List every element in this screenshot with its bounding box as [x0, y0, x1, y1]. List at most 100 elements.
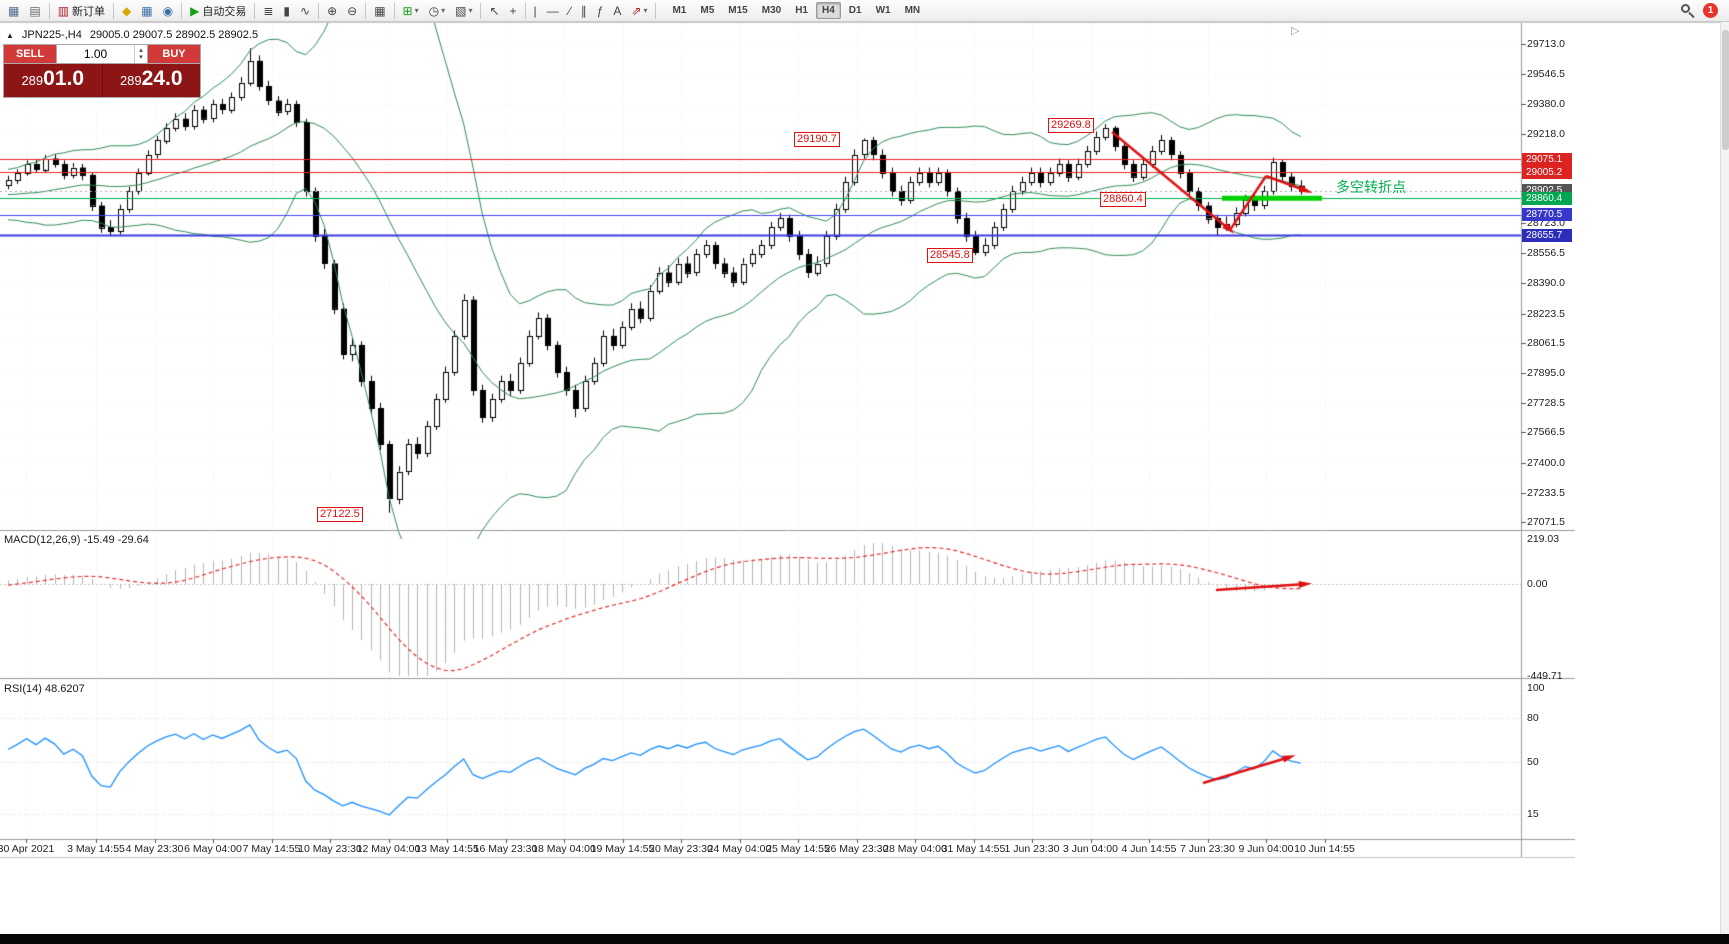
rsi-title: RSI(14) 48.6207	[4, 683, 85, 695]
toolbar-separator	[113, 2, 115, 19]
market-watch-icon-glyph: ▦	[141, 3, 153, 18]
horizontal-line-icon[interactable]: —	[543, 2, 563, 20]
navigator-icon[interactable]: ◉	[159, 2, 177, 20]
sell-button[interactable]: SELL	[4, 45, 56, 63]
timeframe-mn[interactable]: MN	[904, 5, 921, 16]
trendline-icon[interactable]: ∕	[565, 2, 575, 20]
rsi-label: RSI(14)	[4, 683, 42, 695]
channel-icon[interactable]: ∥	[577, 2, 591, 20]
market-watch-icon[interactable]: ▦	[137, 2, 156, 20]
candlestick-chart-icon[interactable]: ▮	[279, 2, 294, 20]
line-chart-icon[interactable]: ∿	[296, 2, 314, 20]
timeframe-m15[interactable]: M15	[728, 5, 748, 16]
volume-down-icon[interactable]: ▾	[139, 54, 143, 61]
indicators-icon[interactable]: ⊞ ▾	[399, 2, 423, 20]
oneclick-collapse-icon[interactable]: ▲	[6, 30, 14, 40]
new-order-button[interactable]: ▥ 新订单	[54, 2, 109, 20]
toolbar-separator	[393, 2, 395, 19]
sell-price[interactable]: 289 01.0	[4, 64, 102, 97]
price-annotation-label[interactable]: 27122.5	[317, 507, 363, 522]
buy-button[interactable]: BUY	[148, 45, 200, 63]
time-axis-label: 20 May 23:30	[649, 843, 713, 855]
time-axis-label: 10 Jun 14:55	[1294, 843, 1355, 855]
scroll-to-end-icon[interactable]: ▷	[1291, 25, 1300, 37]
arrows-icon[interactable]: ⇗ ▾	[627, 2, 651, 20]
buy-price[interactable]: 289 24.0	[101, 64, 201, 97]
price-axis-badge: 28655.7	[1522, 228, 1572, 242]
timeframe-m30[interactable]: M30	[761, 5, 782, 16]
toolbar-separator	[524, 2, 526, 19]
price-axis-label: 27895.0	[1527, 366, 1565, 379]
vertical-line-icon[interactable]: |	[530, 2, 541, 20]
toolbar-separator	[655, 2, 657, 19]
toolbar: ▦ ▤ ▥ 新订单 ◆ ▦ ◉ ▶ 自动交易 ≣ ▮ ∿ ⊕ ⊖ ▦ ⊞ ▾ ◷ ▾ ▧ ▾ ↖ + | — ∕ ∥ ƒ A ⇗ ▾ M1 M…	[0, 0, 1729, 22]
periods-icon[interactable]: ◷ ▾	[425, 2, 450, 20]
time-axis-label: 25 May 14:55	[766, 843, 830, 855]
dropdown-caret-icon[interactable]: ▾	[643, 6, 648, 15]
dropdown-caret-icon[interactable]: ▾	[441, 6, 446, 15]
fibonacci-icon[interactable]: ƒ	[593, 2, 608, 20]
time-axis-label: 4 May 23:30	[125, 843, 184, 855]
price-annotation-label[interactable]: 29269.8	[1048, 118, 1094, 133]
notification-badge[interactable]: 1	[1703, 3, 1718, 18]
price-annotation-label[interactable]: 28545.8	[927, 248, 973, 263]
time-axis-label: 7 Jun 23:30	[1180, 843, 1235, 855]
time-axis-label: 26 May 23:30	[824, 843, 889, 855]
rsi-axis-label: 80	[1527, 711, 1539, 724]
time-axis-label: 30 Apr 2021	[0, 843, 55, 855]
timeframe-m5[interactable]: M5	[700, 5, 715, 16]
timeframe-w1[interactable]: W1	[875, 5, 891, 16]
macd-axis-label: 219.03	[1527, 533, 1560, 546]
macd-axis-label: 0.00	[1527, 578, 1548, 590]
autotrading-button[interactable]: ▶ 自动交易	[186, 2, 250, 20]
zoom-in-icon[interactable]: ⊕	[323, 2, 341, 20]
new-chart-icon[interactable]: ▦	[4, 2, 23, 20]
time-axis-label: 1 Jun 23:30	[1004, 843, 1060, 855]
time-axis-label: 31 May 14:55	[941, 843, 1006, 855]
price-annotation-label[interactable]: 28860.4	[1100, 192, 1146, 207]
price-annotation-label[interactable]: 29190.7	[794, 132, 840, 147]
vertical-scrollbar[interactable]	[1720, 22, 1729, 934]
rsi-value: 48.6207	[44, 683, 85, 695]
scrollbar-thumb[interactable]	[1722, 30, 1729, 150]
dropdown-caret-icon[interactable]: ▾	[414, 6, 419, 15]
timeframe-h1[interactable]: H1	[795, 5, 808, 16]
zoom-out-icon[interactable]: ⊖	[343, 2, 361, 20]
cursor-icon[interactable]: ↖	[485, 2, 503, 20]
text-icon[interactable]: A	[609, 2, 625, 20]
timeframe-m1[interactable]: M1	[672, 5, 687, 16]
price-axis-badge: 28770.5	[1522, 208, 1572, 222]
macd-title: MACD(12,26,9) -15.49 -29.64	[4, 534, 149, 546]
volume-field: ▴ ▾	[56, 45, 148, 63]
macd-values: -15.49 -29.64	[83, 534, 149, 546]
timeframe-h4[interactable]: H4	[815, 2, 841, 19]
vertical-line-icon-glyph: |	[533, 3, 537, 18]
time-axis-label: 9 Jun 04:00	[1238, 843, 1294, 855]
price-axis-badge: 29005.2	[1522, 165, 1572, 179]
arrows-icon-glyph: ⇗	[631, 3, 642, 18]
profiles-icon-glyph: ▤	[29, 3, 41, 18]
buy-price-digits: 24.0	[141, 67, 183, 90]
search-icon[interactable]	[1680, 3, 1696, 19]
metaeditor-icon[interactable]: ◆	[118, 2, 135, 20]
zoom-out-icon-glyph: ⊖	[347, 3, 358, 18]
new-order-button-glyph: ▥	[57, 3, 70, 18]
volume-up-icon[interactable]: ▴	[139, 47, 143, 54]
bar-chart-icon[interactable]: ≣	[259, 2, 277, 20]
turning-point-label[interactable]: 多空转折点	[1336, 179, 1406, 195]
tile-windows-icon[interactable]: ▦	[370, 2, 389, 20]
toolbar-separator	[480, 2, 482, 19]
volume-input[interactable]	[57, 45, 134, 63]
price-axis-label: 28223.5	[1527, 307, 1565, 320]
trade-prices-row: 289 01.0 289 24.0	[4, 64, 200, 97]
timeframe-d1[interactable]: D1	[848, 5, 862, 16]
horizontal-line-icon-glyph: —	[546, 3, 559, 18]
price-axis-label: 29218.0	[1527, 127, 1565, 140]
templates-icon[interactable]: ▧ ▾	[451, 2, 476, 20]
crosshair-icon[interactable]: +	[506, 2, 521, 20]
price-axis-label: 29546.5	[1527, 68, 1565, 81]
profiles-icon[interactable]: ▤	[25, 2, 44, 20]
dropdown-caret-icon[interactable]: ▾	[468, 6, 473, 15]
